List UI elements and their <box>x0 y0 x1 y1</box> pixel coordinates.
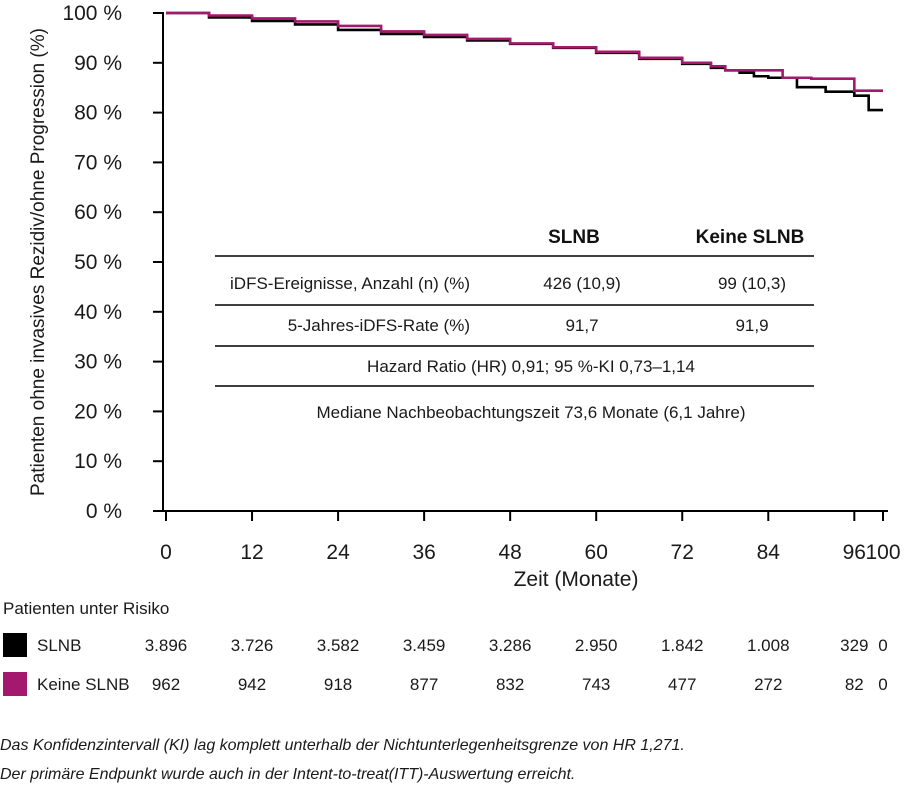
at-risk-value: 272 <box>754 675 782 694</box>
y-axis-label: Patienten ohne invasives Rezidiv/ohne Pr… <box>28 28 49 496</box>
y-axis-ticks: 0 % 10 % 20 % 30 % 40 % 50 % 60 % 70 % 80 % 90 % 1… <box>62 2 163 523</box>
y-tick-label: 80 % <box>74 102 122 125</box>
median-followup-text: Mediane Nachbeobachtungszeit 73,6 Monate… <box>316 403 745 422</box>
y-tick-label: 70 % <box>74 151 122 174</box>
at-risk-value: 1.008 <box>747 636 790 655</box>
footnote-ci: Das Konfidenzintervall (KI) lag komplett… <box>0 737 685 754</box>
at-risk-value: 3.459 <box>403 636 446 655</box>
at-risk-value: 3.726 <box>231 636 274 655</box>
x-tick-label: 100 <box>865 541 900 564</box>
at-risk-title: Patienten unter Risiko <box>3 599 169 618</box>
survival-curve-keine-slnb <box>166 11 883 92</box>
x-tick-label: 24 <box>326 541 350 564</box>
at-risk-table: Patienten unter Risiko SLNB Keine SLNB 3… <box>3 599 888 696</box>
legend-swatch-slnb <box>3 633 27 657</box>
footnote-itt: Der primäre Endpunkt wurde auch in der I… <box>0 766 576 783</box>
hazard-ratio-text: Hazard Ratio (HR) 0,91; 95 %-KI 0,73–1,1… <box>367 357 695 376</box>
at-risk-value: 918 <box>324 675 352 694</box>
km-chart: 0 % 10 % 20 % 30 % 40 % 50 % 60 % 70 % 80 % 90 % 1… <box>3 2 901 696</box>
x-axis-label: Zeit (Monate) <box>514 568 639 591</box>
at-risk-value: 82 <box>845 675 864 694</box>
table-header-slnb: SLNB <box>548 227 600 248</box>
survival-curve-slnb <box>166 11 883 112</box>
at-risk-value: 0 <box>878 675 887 694</box>
at-risk-value: 1.842 <box>661 636 704 655</box>
table-cell: 91,9 <box>735 316 768 335</box>
table-cell: 426 (10,9) <box>543 274 621 293</box>
at-risk-value: 329 <box>840 636 868 655</box>
at-risk-value: 3.286 <box>489 636 532 655</box>
at-risk-label-keine-slnb: Keine SLNB <box>37 675 130 694</box>
at-risk-value: 743 <box>582 675 610 694</box>
y-tick-label: 30 % <box>74 351 122 374</box>
x-tick-label: 60 <box>585 541 608 564</box>
table-row-label: iDFS-Ereignisse, Anzahl (n) (%) <box>230 274 470 293</box>
summary-table: SLNB Keine SLNB iDFS-Ereignisse, Anzahl … <box>215 227 814 422</box>
table-cell: 91,7 <box>565 316 598 335</box>
table-cell: 99 (10,3) <box>718 274 786 293</box>
table-row-label: 5-Jahres-iDFS-Rate (%) <box>288 316 470 335</box>
at-risk-value: 942 <box>238 675 266 694</box>
x-tick-label: 36 <box>412 541 435 564</box>
table-header-keine-slnb: Keine SLNB <box>696 227 805 248</box>
y-tick-label: 20 % <box>74 400 122 423</box>
y-tick-label: 0 % <box>86 500 122 523</box>
at-risk-value: 832 <box>496 675 524 694</box>
x-tick-label: 84 <box>757 541 781 564</box>
survival-curves <box>166 11 883 112</box>
at-risk-value: 3.896 <box>145 636 188 655</box>
at-risk-value: 877 <box>410 675 438 694</box>
at-risk-label-slnb: SLNB <box>37 636 81 655</box>
y-tick-label: 40 % <box>74 301 122 324</box>
y-tick-label: 10 % <box>74 450 122 473</box>
at-risk-value: 3.582 <box>317 636 360 655</box>
at-risk-value: 477 <box>668 675 696 694</box>
at-risk-value: 0 <box>878 636 887 655</box>
y-tick-label: 100 % <box>62 2 122 25</box>
x-tick-label: 0 <box>160 541 172 564</box>
legend-swatch-keine-slnb <box>3 672 27 696</box>
y-tick-label: 90 % <box>74 52 122 75</box>
x-tick-label: 96 <box>843 541 866 564</box>
x-tick-label: 48 <box>498 541 521 564</box>
x-axis-ticks: 0 12 24 36 48 60 72 84 96 100 <box>160 511 901 564</box>
y-tick-label: 60 % <box>74 201 122 224</box>
y-tick-label: 50 % <box>74 251 122 274</box>
x-tick-label: 12 <box>240 541 263 564</box>
at-risk-values: 3.896 3.726 3.582 3.459 3.286 2.950 1.842 1.008… <box>145 636 888 694</box>
at-risk-value: 962 <box>152 675 180 694</box>
at-risk-value: 2.950 <box>575 636 618 655</box>
x-tick-label: 72 <box>671 541 694 564</box>
